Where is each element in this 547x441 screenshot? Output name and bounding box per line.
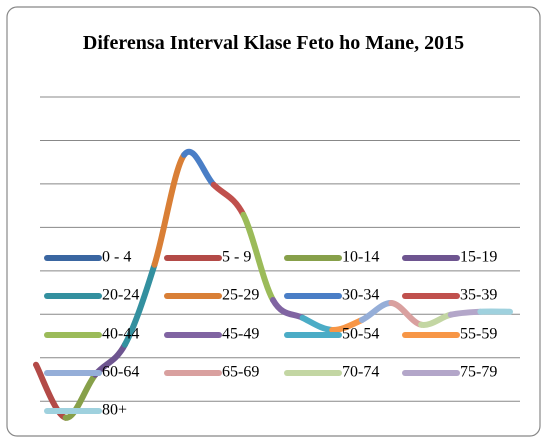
line-segment <box>151 151 188 268</box>
legend-label: 70-74 <box>342 364 379 381</box>
legend-label: 55-59 <box>460 326 497 343</box>
chart-title: Diferensa Interval Klase Feto ho Mane, 2… <box>82 32 465 54</box>
legend-label: 40-44 <box>102 326 139 343</box>
legend-label: 50-54 <box>342 326 379 343</box>
line-segment <box>33 361 69 421</box>
line-segment <box>240 211 276 303</box>
line-segment <box>62 371 99 421</box>
legend-label: 45-49 <box>222 326 259 343</box>
legend-label: 75-79 <box>460 364 497 381</box>
legend-label: 80+ <box>102 402 127 419</box>
legend: 0 - 4 5 - 9 10-14 15-19 20-24 25-29 30-34 35-39… <box>44 249 497 419</box>
legend-label: 20-24 <box>102 287 139 304</box>
line-segment <box>181 148 217 188</box>
plot <box>33 148 513 421</box>
grid <box>40 96 520 402</box>
legend-label: 5 - 9 <box>222 249 251 266</box>
legend-label: 10-14 <box>342 249 379 266</box>
legend-label: 35-39 <box>460 287 497 304</box>
legend-label: 65-69 <box>222 364 259 381</box>
legend-label: 15-19 <box>460 249 497 266</box>
legend-label: 30-34 <box>342 287 379 304</box>
legend-label: 25-29 <box>222 287 259 304</box>
legend-label: 0 - 4 <box>102 249 131 266</box>
line-segment <box>210 181 247 218</box>
line-segment <box>121 261 158 348</box>
line-segment <box>447 308 484 318</box>
legend-label: 60-64 <box>102 364 139 381</box>
chart-frame <box>6 6 541 437</box>
